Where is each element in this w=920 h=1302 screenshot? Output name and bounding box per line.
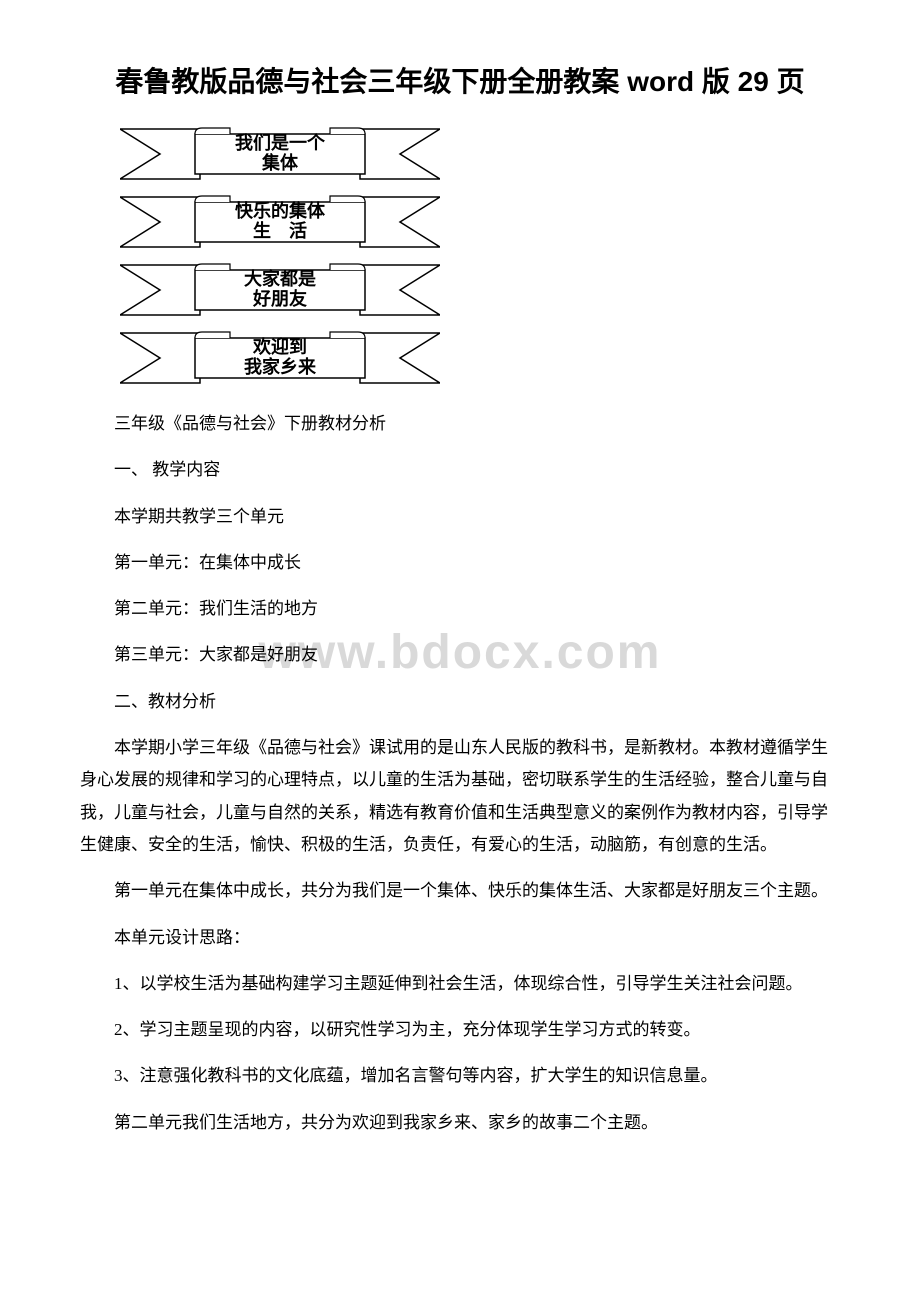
banner-label: 快乐的集体 生 活: [235, 202, 325, 242]
paragraph: 第一单元：在集体中成长: [80, 547, 840, 579]
banner-item: 大家都是 好朋友: [120, 260, 440, 320]
paragraph: 一、 教学内容: [80, 454, 840, 486]
banner-item: 我们是一个 集体: [120, 124, 440, 184]
paragraph: 第三单元：大家都是好朋友: [80, 639, 840, 671]
paragraph: 二、教材分析: [80, 686, 840, 718]
paragraph: 第二单元：我们生活的地方: [80, 593, 840, 625]
paragraph: 3、注意强化教科书的文化底蕴，增加名言警句等内容，扩大学生的知识信息量。: [80, 1060, 840, 1092]
paragraph: 本学期共教学三个单元: [80, 501, 840, 533]
page-title: 春鲁教版品德与社会三年级下册全册教案 word 版 29 页: [80, 60, 840, 100]
banner-line1: 快乐的集体: [235, 201, 325, 221]
paragraph: 本单元设计思路：: [80, 922, 840, 954]
banner-stack: 我们是一个 集体 快乐的集体 生 活 大家都是 好朋友: [120, 124, 840, 388]
banner-label: 欢迎到 我家乡来: [244, 338, 316, 378]
banner-item: 欢迎到 我家乡来: [120, 328, 440, 388]
paragraph: 三年级《品德与社会》下册教材分析: [80, 408, 840, 440]
paragraph: 2、学习主题呈现的内容，以研究性学习为主，充分体现学生学习方式的转变。: [80, 1014, 840, 1046]
banner-line2: 生 活: [253, 221, 307, 241]
paragraph: 第二单元我们生活地方，共分为欢迎到我家乡来、家乡的故事二个主题。: [80, 1107, 840, 1139]
banner-line2: 我家乡来: [244, 357, 316, 377]
body-content: 三年级《品德与社会》下册教材分析 一、 教学内容 本学期共教学三个单元 第一单元…: [80, 408, 840, 1139]
paragraph: 本学期小学三年级《品德与社会》课试用的是山东人民版的教科书，是新教材。本教材遵循…: [80, 732, 840, 861]
banner-item: 快乐的集体 生 活: [120, 192, 440, 252]
banner-line1: 大家都是: [244, 269, 316, 289]
banner-label: 我们是一个 集体: [235, 134, 325, 174]
banner-line2: 好朋友: [253, 289, 307, 309]
banner-line1: 欢迎到: [253, 337, 307, 357]
banner-label: 大家都是 好朋友: [244, 270, 316, 310]
banner-line1: 我们是一个: [235, 133, 325, 153]
paragraph: 第一单元在集体中成长，共分为我们是一个集体、快乐的集体生活、大家都是好朋友三个主…: [80, 875, 840, 907]
paragraph: 1、以学校生活为基础构建学习主题延伸到社会生活，体现综合性，引导学生关注社会问题…: [80, 968, 840, 1000]
banner-line2: 集体: [262, 153, 298, 173]
